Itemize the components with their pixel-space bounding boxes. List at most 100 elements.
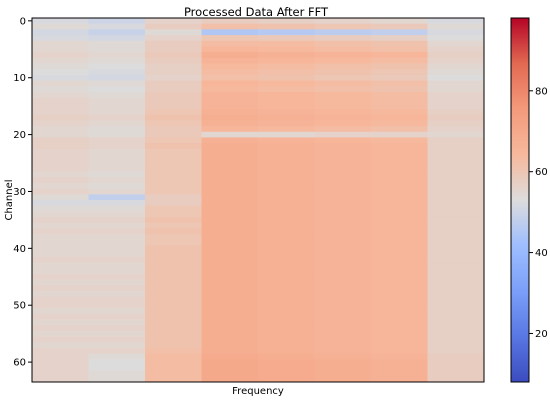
heatmap-cell	[258, 46, 315, 53]
heatmap-cell	[314, 194, 372, 201]
heatmap-cell	[371, 29, 428, 36]
heatmap-cell	[427, 200, 485, 207]
heatmap-cell	[88, 342, 146, 349]
heatmap-cell	[88, 57, 146, 64]
heatmap-cell	[427, 205, 485, 212]
heatmap-cell	[32, 262, 89, 269]
heatmap-cell	[427, 353, 485, 360]
heatmap-cell	[258, 188, 315, 195]
heatmap-cell	[88, 308, 146, 315]
heatmap-cell	[258, 148, 315, 155]
heatmap-cell	[201, 228, 259, 235]
heatmap-cell	[145, 154, 202, 161]
heatmap-cell	[258, 217, 315, 224]
heatmap-cell	[88, 251, 146, 258]
heatmap-cell	[88, 182, 146, 190]
heatmap-cell	[314, 285, 372, 292]
y-tick-label: 60	[13, 358, 26, 369]
heatmap-cell	[371, 319, 428, 326]
y-tick-label: 40	[13, 244, 26, 255]
heatmap-cell	[427, 239, 485, 246]
heatmap-cell	[88, 46, 146, 53]
heatmap-cell	[32, 347, 89, 355]
heatmap-cell	[314, 200, 372, 207]
heatmap-cell	[371, 217, 428, 224]
heatmap-cell	[427, 137, 485, 144]
heatmap-cell	[88, 222, 146, 229]
heatmap-cell	[314, 109, 372, 116]
heatmap-cell	[88, 97, 146, 104]
heatmap-cell	[201, 359, 259, 366]
heatmap-cell	[88, 268, 146, 275]
heatmap-cell	[314, 359, 372, 366]
heatmap-cell	[201, 148, 259, 155]
heatmap-cell	[201, 279, 259, 286]
heatmap-cell	[371, 80, 428, 87]
heatmap-cell	[258, 97, 315, 104]
heatmap-cell	[88, 23, 146, 30]
heatmap-cell	[427, 148, 485, 155]
heatmap-cell	[145, 109, 202, 116]
heatmap-cell	[32, 154, 89, 161]
heatmap-cell	[258, 171, 315, 178]
colorbar-tick-label: 60	[535, 167, 548, 178]
heatmap-cell	[201, 330, 259, 337]
heatmap-cell	[258, 205, 315, 212]
heatmap-cell	[258, 182, 315, 190]
heatmap-cell	[258, 23, 315, 30]
heatmap-cell	[258, 262, 315, 269]
heatmap-cell	[427, 97, 485, 104]
heatmap-cell	[314, 251, 372, 258]
heatmap-cell	[371, 256, 428, 264]
heatmap-cell	[258, 279, 315, 286]
heatmap-cell	[201, 40, 259, 47]
heatmap-cell	[314, 148, 372, 155]
heatmap-cell	[145, 296, 202, 303]
y-tick-label: 20	[13, 130, 26, 141]
heatmap-cell	[427, 114, 485, 121]
heatmap-cell	[32, 97, 89, 104]
heatmap-cell	[258, 353, 315, 360]
heatmap-cell	[201, 273, 259, 281]
heatmap-cell	[201, 126, 259, 133]
heatmap-cell	[314, 325, 372, 332]
heatmap-cell	[201, 251, 259, 258]
heatmap-cell	[32, 52, 89, 59]
heatmap-cell	[201, 182, 259, 190]
heatmap-cell	[88, 177, 146, 184]
heatmap-cell	[371, 69, 428, 76]
heatmap-cell	[88, 143, 146, 150]
heatmap-cell	[258, 347, 315, 355]
heatmap-cell	[427, 29, 485, 36]
heatmap-cell	[427, 86, 485, 93]
heatmap-cell	[258, 291, 315, 298]
heatmap-cell	[32, 91, 89, 99]
heatmap-cell	[314, 69, 372, 76]
heatmap-cell	[371, 131, 428, 138]
heatmap-cell	[32, 336, 89, 343]
heatmap-cell	[88, 165, 146, 173]
heatmap-cell	[371, 296, 428, 303]
heatmap-cell	[258, 126, 315, 133]
heatmap-cell	[371, 222, 428, 229]
heatmap-cell	[145, 165, 202, 173]
heatmap-cell	[201, 120, 259, 127]
heatmap-cell	[314, 279, 372, 286]
heatmap-cell	[314, 40, 372, 47]
heatmap-cell	[427, 154, 485, 161]
heatmap-cell	[201, 154, 259, 161]
heatmap-cell	[427, 251, 485, 258]
heatmap-cell	[88, 18, 146, 25]
heatmap-cell	[371, 177, 428, 184]
heatmap-cell	[32, 18, 89, 25]
heatmap-cell	[145, 74, 202, 82]
heatmap-cell	[32, 308, 89, 315]
heatmap-cell	[371, 46, 428, 53]
heatmap-cell	[201, 74, 259, 82]
heatmap-cell	[427, 194, 485, 201]
heatmap-cell	[427, 336, 485, 343]
heatmap-cell	[427, 222, 485, 229]
heatmap-cell	[427, 109, 485, 116]
heatmap-cell	[32, 137, 89, 144]
